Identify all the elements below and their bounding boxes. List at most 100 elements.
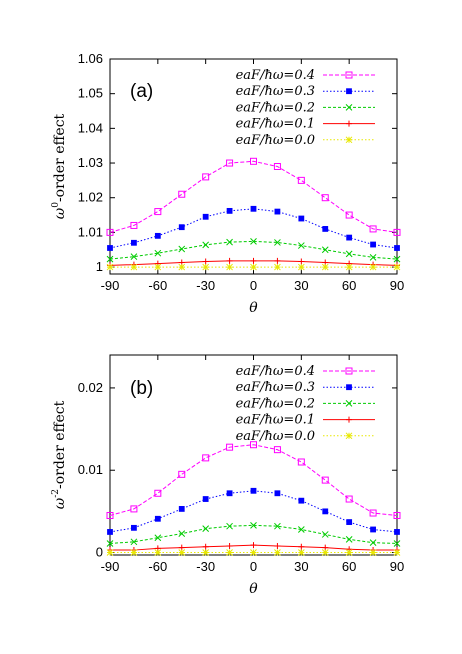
data-point <box>202 525 210 533</box>
data-point <box>131 239 137 246</box>
legend-marker <box>345 136 353 144</box>
data-point <box>274 257 281 264</box>
data-point <box>321 246 329 254</box>
y-axis-label-text: -order effect <box>52 113 68 202</box>
data-point <box>297 458 305 466</box>
data-point <box>130 263 138 271</box>
data-point <box>130 505 138 513</box>
data-point <box>107 529 113 535</box>
data-point <box>178 549 186 556</box>
data-point <box>321 476 329 484</box>
panel-label: (b) <box>130 378 153 399</box>
y-axis-label-base: ω <box>52 207 68 219</box>
data-point <box>369 225 377 233</box>
data-point <box>250 549 257 556</box>
data-point <box>274 239 281 246</box>
x-tick-label: 30 <box>294 559 308 574</box>
legend-label: eaF/ħω=0.1 <box>236 117 315 132</box>
data-point <box>345 250 353 258</box>
data-point <box>345 536 353 543</box>
data-point <box>250 522 257 529</box>
data-point <box>226 522 233 530</box>
x-axis-label: θ <box>249 300 258 316</box>
x-tick-label: -60 <box>148 559 167 574</box>
data-point <box>369 263 377 271</box>
data-point <box>202 549 210 556</box>
data-point <box>274 263 281 271</box>
data-point <box>393 228 401 236</box>
data-point <box>250 487 257 494</box>
y-tick-label: 0.01 <box>78 462 103 477</box>
data-point <box>321 549 329 556</box>
data-point <box>226 549 233 556</box>
data-point <box>298 543 305 550</box>
series-0 <box>106 441 401 519</box>
data-point <box>130 549 138 556</box>
x-tick-label: -30 <box>196 559 215 574</box>
legend-marker <box>345 367 353 375</box>
data-point <box>393 511 401 519</box>
y-tick-label: 1.03 <box>78 155 103 170</box>
data-point <box>130 253 138 261</box>
legend-label: eaF/ħω=0.0 <box>236 133 315 148</box>
data-point <box>298 258 305 265</box>
data-point <box>345 211 353 219</box>
data-point <box>321 194 329 202</box>
data-point <box>370 241 376 248</box>
data-point <box>154 515 161 522</box>
data-point <box>202 543 209 550</box>
series-1 <box>107 487 400 535</box>
y-axis-label: ω-2-order effect <box>51 400 68 509</box>
data-point <box>226 257 233 264</box>
data-point <box>154 232 161 239</box>
data-point <box>130 221 138 229</box>
data-point <box>202 173 210 181</box>
data-point <box>106 549 114 556</box>
data-point <box>226 238 233 246</box>
data-point <box>226 490 233 497</box>
legend-marker <box>345 104 353 111</box>
y-tick-label: 0 <box>96 545 103 560</box>
x-tick-label: 0 <box>250 278 257 293</box>
legend-marker <box>345 71 353 79</box>
data-point <box>106 540 114 547</box>
y-tick-label: 1.05 <box>78 86 103 101</box>
data-point <box>178 506 185 512</box>
panel-b-chart: -90 -60 -30 0 30 60 90 0 0.01 0.02 θ ω-2-order effe… <box>51 354 404 597</box>
data-point <box>202 454 210 462</box>
x-tick-label: -60 <box>148 278 167 293</box>
data-point <box>321 531 329 538</box>
y-axis-label-base: ω <box>52 497 68 509</box>
data-point <box>322 508 329 515</box>
data-point <box>369 254 377 261</box>
series-2 <box>106 238 401 263</box>
legend-label: eaF/ħω=0.4 <box>236 364 315 379</box>
series-line <box>109 444 398 516</box>
x-tick-label: 30 <box>294 278 308 293</box>
data-point <box>346 519 353 525</box>
legend-label: eaF/ħω=0.2 <box>236 100 315 115</box>
series-line <box>109 524 398 544</box>
y-axis-label-text: -order effect <box>52 400 68 489</box>
y-axis-label: ω0-order effect <box>51 113 68 219</box>
data-point <box>154 489 162 497</box>
data-point <box>274 490 281 497</box>
legend-label: eaF/ħω=0.2 <box>236 396 315 411</box>
data-point <box>178 190 186 198</box>
data-point <box>394 529 400 535</box>
data-point <box>369 549 377 556</box>
data-point <box>393 263 401 271</box>
legend-label: eaF/ħω=0.4 <box>236 68 315 83</box>
data-point <box>107 245 113 251</box>
data-point <box>154 549 162 556</box>
y-tick-label: 1.06 <box>78 51 103 66</box>
data-point <box>250 257 257 264</box>
data-point <box>226 542 233 549</box>
series-3 <box>107 542 400 554</box>
x-tick-label: -90 <box>101 278 120 293</box>
x-tick-label: -90 <box>101 559 120 574</box>
data-point <box>202 258 209 265</box>
data-point <box>298 215 305 222</box>
data-point <box>202 263 210 271</box>
x-tick-label: 60 <box>342 559 356 574</box>
